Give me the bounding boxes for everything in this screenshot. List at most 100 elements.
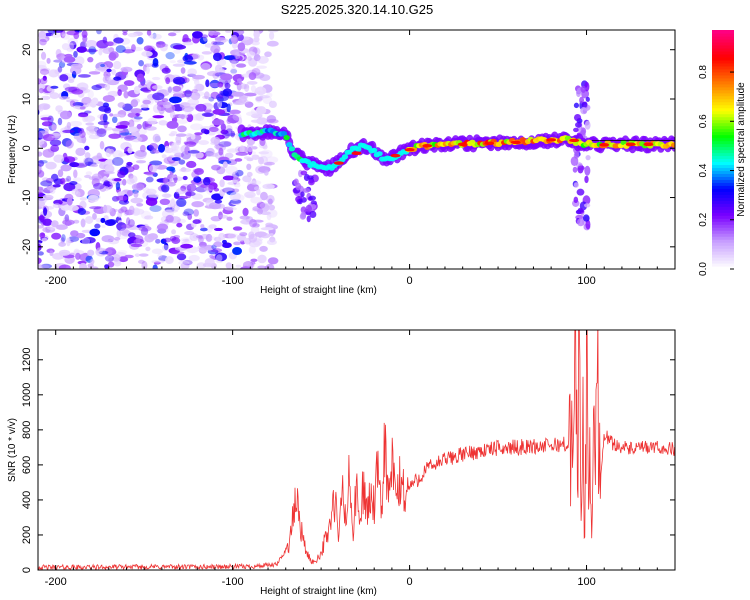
colorbar-cell [712, 38, 734, 43]
noise-blob [168, 96, 182, 104]
noise-blob [206, 147, 215, 156]
colorbar-cell [712, 182, 734, 186]
colorbar-cell [712, 113, 734, 118]
noise-blob [236, 63, 247, 68]
noise-blob [211, 236, 217, 241]
noise-blob [243, 99, 249, 105]
noise-blob [133, 85, 141, 95]
colorbar-cell [712, 242, 734, 246]
noise-blob [78, 112, 89, 118]
colorbar-cell [712, 68, 734, 73]
noise-blob [66, 175, 72, 182]
noise-blob [226, 103, 231, 113]
snr-ytick-label: 400 [21, 491, 33, 509]
noise-blob [208, 126, 219, 132]
noise-blob [77, 113, 89, 118]
noise-blob [79, 106, 86, 110]
noise-blob [83, 157, 89, 166]
noise-blob [99, 141, 105, 150]
colorbar-cell [712, 185, 734, 189]
noise-blob [232, 246, 243, 256]
noise-blob [74, 163, 88, 168]
noise-blob [156, 223, 169, 231]
streak-blob [300, 206, 307, 214]
noise-blob [225, 262, 232, 269]
noise-blob [186, 183, 197, 192]
noise-blob [69, 181, 78, 186]
noise-blob [207, 130, 216, 136]
noise-blob [189, 233, 199, 242]
noise-blob [251, 40, 260, 46]
noise-blob [76, 46, 87, 53]
noise-blob [115, 181, 121, 191]
noise-blob [71, 70, 77, 79]
noise-blob [94, 223, 101, 229]
noise-blob [61, 234, 66, 242]
noise-blob [218, 141, 232, 148]
noise-blob [111, 254, 121, 262]
noise-blob [61, 33, 70, 40]
noise-blob [202, 33, 209, 42]
track-core [288, 146, 296, 152]
noise-blob [58, 264, 71, 269]
noise-blob [171, 157, 181, 162]
noise-blob [184, 191, 196, 197]
snr-layer [38, 330, 675, 570]
colorbar-cell [712, 134, 734, 139]
streak-blob [575, 122, 582, 128]
colorbar-cell [712, 152, 734, 157]
noise-blob [254, 231, 268, 237]
noise-blob [194, 168, 204, 175]
noise-blob [75, 147, 86, 157]
colorbar-cell [712, 44, 734, 49]
noise-blob [38, 78, 41, 85]
colorbar-cell [712, 200, 734, 204]
noise-blob [169, 174, 177, 179]
noise-blob [166, 86, 174, 92]
noise-blob [134, 253, 140, 257]
noise-blob [62, 219, 75, 226]
noise-blob [106, 77, 114, 81]
streak-blob [305, 204, 313, 213]
noise-blob [246, 157, 254, 162]
noise-blob [211, 40, 218, 46]
streak-blob [577, 165, 585, 171]
noise-blob [225, 165, 238, 175]
noise-blob [149, 205, 162, 212]
noise-blob [66, 121, 72, 129]
spec-xlabel: Height of straight line (km) [260, 285, 377, 296]
noise-blob [38, 151, 43, 157]
spec-ytick-label: 20 [21, 44, 33, 56]
track-core [304, 159, 312, 165]
noise-blob [38, 186, 44, 191]
colorbar-cell [712, 176, 734, 180]
noise-blob [91, 178, 100, 187]
noise-blob [102, 47, 113, 54]
noise-blob [182, 259, 193, 266]
noise-blob [195, 103, 207, 112]
noise-blob [202, 177, 211, 186]
streak-blob [584, 120, 591, 130]
noise-blob [87, 90, 94, 99]
colorbar-cell [712, 164, 734, 169]
noise-blob [264, 51, 272, 58]
noise-blob [208, 182, 218, 190]
noise-blob [102, 113, 108, 123]
noise-blob [210, 136, 221, 144]
noise-blob [237, 42, 246, 52]
noise-blob [139, 144, 146, 153]
noise-blob [165, 52, 175, 60]
noise-blob [145, 188, 157, 196]
colorbar-tick-label: 0.0 [698, 262, 709, 276]
noise-blob [141, 50, 153, 57]
noise-blob [182, 238, 190, 243]
noise-blob [74, 56, 85, 66]
noise-blob [205, 233, 213, 242]
noise-blob [57, 66, 63, 73]
noise-blob [239, 240, 246, 245]
noise-blob [51, 135, 61, 139]
noise-blob [131, 208, 145, 215]
noise-blob [167, 32, 177, 37]
noise-blob [115, 125, 128, 129]
colorbar-cell [712, 59, 734, 64]
